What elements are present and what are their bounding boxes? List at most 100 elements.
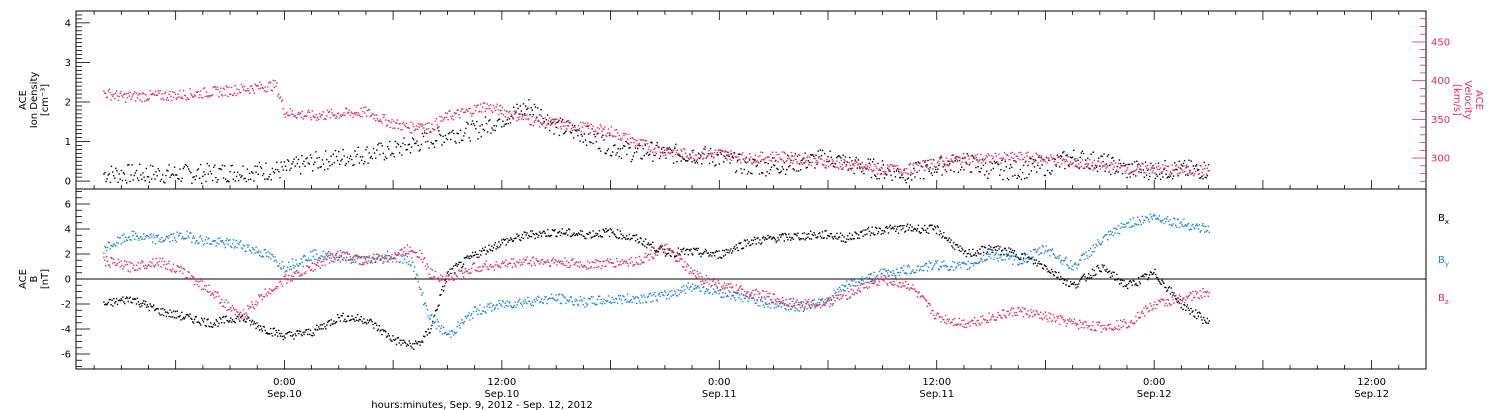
by-point [1135, 223, 1137, 225]
by-point [568, 301, 570, 303]
bx-point [1172, 294, 1174, 296]
by-point [1187, 222, 1190, 225]
bx-point [851, 234, 853, 236]
velocity-point [304, 115, 306, 117]
density-point [1043, 174, 1046, 177]
density-point [1152, 165, 1154, 167]
by-point [811, 305, 814, 307]
bz-point [162, 257, 164, 260]
density-point [1121, 172, 1124, 175]
density-point [280, 161, 282, 163]
by-point [1115, 227, 1117, 230]
bx-point [767, 234, 769, 237]
by-point [453, 332, 456, 334]
by-point [930, 262, 932, 264]
density-point [103, 173, 105, 175]
density-point [1053, 157, 1055, 160]
by-point [221, 240, 224, 242]
bx-point [656, 250, 659, 253]
velocity-point [307, 109, 310, 112]
velocity-point [521, 115, 524, 118]
velocity-point [191, 94, 193, 97]
bz-point [274, 287, 276, 290]
velocity-point [329, 117, 332, 119]
by-point [1106, 234, 1108, 236]
bx-point [595, 232, 597, 235]
density-point [1007, 179, 1010, 181]
density-point [344, 164, 346, 167]
by-point [215, 245, 217, 247]
density-point [543, 120, 545, 123]
velocity-point [555, 122, 557, 124]
bz-point [199, 280, 201, 283]
velocity-point [1020, 151, 1022, 154]
velocity-point [851, 167, 853, 169]
density-point [819, 149, 822, 151]
velocity-point [1099, 168, 1102, 170]
velocity-point [1137, 163, 1140, 165]
density-point [507, 122, 509, 125]
velocity-point [974, 154, 977, 157]
bx-point [629, 238, 631, 241]
bx-point [809, 238, 811, 240]
velocity-point [828, 166, 830, 168]
density-point [758, 173, 761, 175]
density-point [877, 162, 879, 165]
density-axis-label-line1: ACE [18, 90, 29, 110]
velocity-point [737, 156, 739, 158]
density-point [814, 167, 816, 169]
density-point [859, 163, 862, 165]
density-point [166, 169, 168, 171]
velocity-point [1138, 163, 1141, 166]
density-point [605, 152, 607, 155]
bz-point [136, 269, 139, 271]
velocity-point [184, 95, 187, 97]
density-point [683, 158, 686, 160]
velocity-point [338, 117, 341, 119]
bx-point [510, 237, 512, 239]
density-point [607, 148, 610, 150]
by-point [275, 259, 277, 261]
by-point [605, 299, 607, 302]
bx-point [633, 235, 635, 237]
velocity-point [105, 96, 108, 99]
density-point [788, 166, 790, 168]
by-point [931, 268, 933, 271]
velocity-point [151, 94, 153, 96]
density-point [724, 155, 726, 157]
by-point [554, 299, 556, 301]
velocity-point [511, 116, 514, 119]
by-point [290, 268, 293, 270]
bz-point [236, 311, 238, 313]
bz-point [214, 291, 216, 293]
bx-point [902, 227, 904, 230]
velocity-point [1187, 165, 1190, 168]
bx-point [763, 239, 766, 241]
bx-point [457, 263, 459, 266]
by-point [541, 302, 544, 304]
bz-point [307, 265, 309, 268]
by-point [1154, 214, 1156, 217]
bx-point [886, 227, 889, 230]
velocity-point [474, 109, 477, 112]
by-point [780, 306, 783, 308]
bx-point [1011, 249, 1014, 252]
by-point [768, 303, 770, 305]
by-point [569, 296, 572, 298]
density-point [174, 174, 177, 176]
density-point [453, 132, 455, 135]
bx-point [349, 319, 351, 322]
by-point [443, 332, 446, 334]
bx-point [318, 328, 321, 330]
bx-point [522, 237, 525, 240]
bx-point [807, 236, 809, 239]
by-point [288, 268, 291, 271]
velocity-point [339, 114, 342, 116]
by-point [924, 264, 926, 266]
bx-point [930, 224, 932, 227]
bx-point [337, 316, 340, 319]
density-point [715, 164, 717, 166]
bx-point [1190, 307, 1192, 310]
bx-point [124, 302, 126, 305]
bx-point [184, 316, 187, 318]
